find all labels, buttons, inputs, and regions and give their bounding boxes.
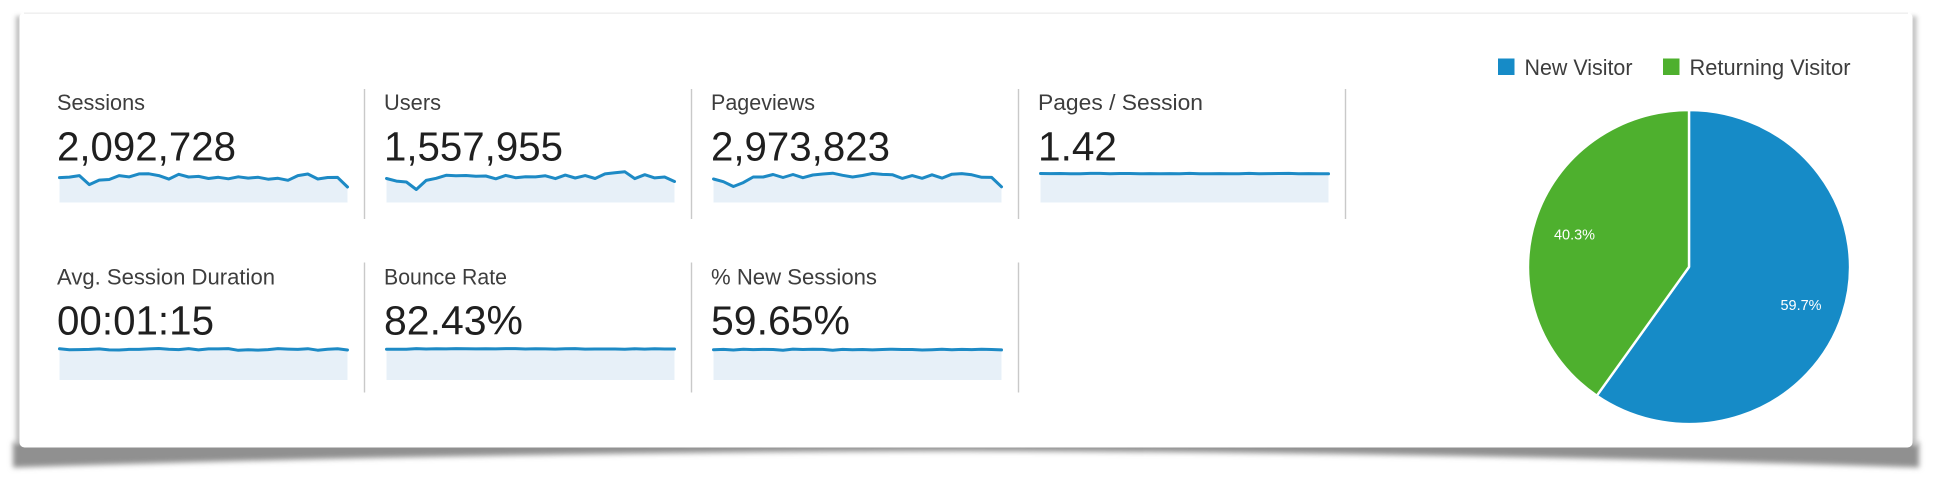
- svg-text:2,973,823: 2,973,823: [711, 124, 890, 170]
- svg-text:Sessions: Sessions: [57, 90, 145, 115]
- svg-text:2,092,728: 2,092,728: [57, 124, 236, 170]
- svg-text:New Visitor: New Visitor: [1525, 55, 1633, 80]
- svg-text:Pageviews: Pageviews: [711, 90, 815, 115]
- svg-text:82.43%: 82.43%: [384, 298, 523, 344]
- svg-text:59.65%: 59.65%: [711, 298, 850, 344]
- svg-text:1.42: 1.42: [1038, 124, 1117, 170]
- svg-text:% New Sessions: % New Sessions: [711, 265, 877, 290]
- svg-text:Pages / Session: Pages / Session: [1038, 90, 1203, 115]
- svg-text:1,557,955: 1,557,955: [384, 124, 563, 170]
- svg-text:59.7%: 59.7%: [1781, 297, 1822, 314]
- svg-text:00:01:15: 00:01:15: [57, 298, 214, 344]
- svg-text:Avg. Session Duration: Avg. Session Duration: [57, 265, 275, 290]
- svg-text:Bounce Rate: Bounce Rate: [384, 265, 507, 290]
- svg-text:40.3%: 40.3%: [1554, 227, 1595, 244]
- svg-text:Returning Visitor: Returning Visitor: [1690, 55, 1851, 80]
- svg-text:Users: Users: [384, 90, 441, 115]
